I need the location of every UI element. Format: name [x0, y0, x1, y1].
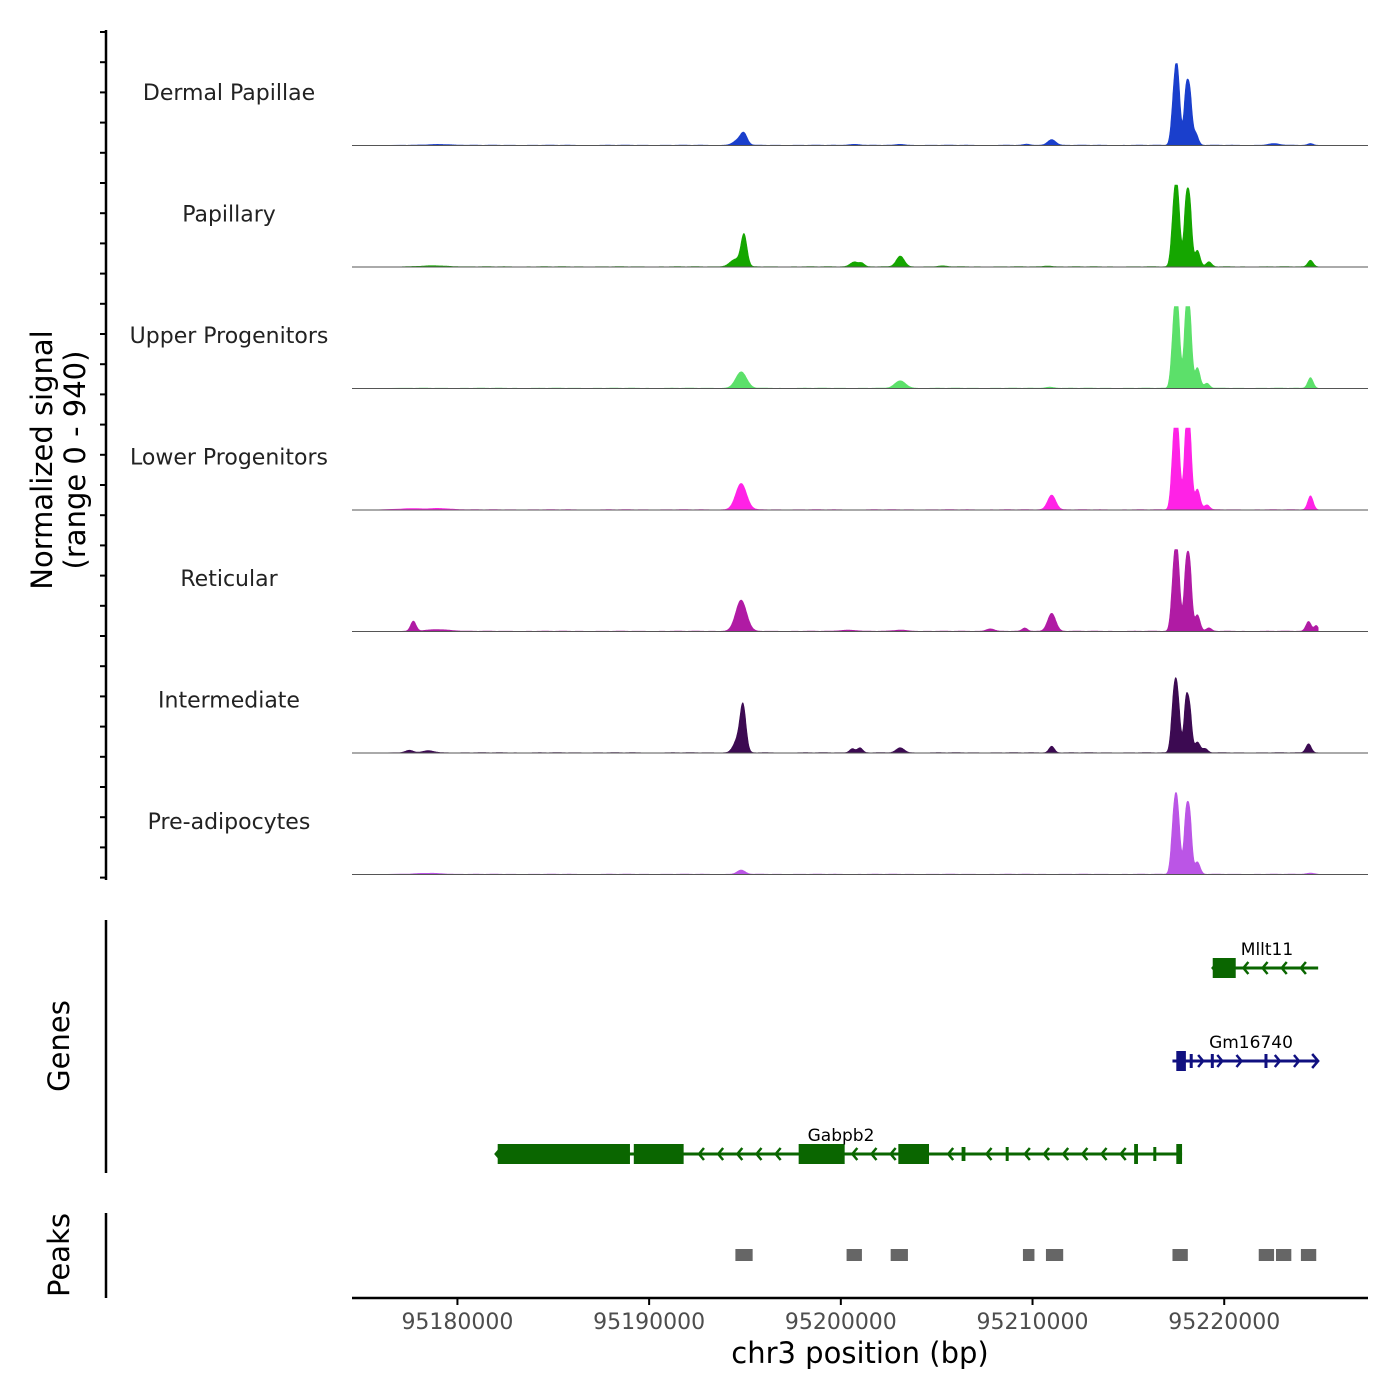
strand-chevron — [1042, 1147, 1050, 1161]
gene-exon — [1153, 1147, 1157, 1161]
peak-region — [1022, 1249, 1035, 1261]
y-axis-title-main: Normalized signal — [25, 330, 59, 589]
track-label: Pre-adipocytes — [148, 810, 311, 835]
x-axis-title: chr3 position (bp) — [731, 1336, 988, 1370]
gene-exon — [898, 1144, 930, 1164]
gene-exon — [497, 1144, 630, 1164]
gene-exon — [798, 1144, 845, 1164]
y-axis-title-range: (range 0 - 940) — [58, 351, 92, 570]
strand-chevron — [1023, 1147, 1031, 1161]
track-pre-adipocytes: Pre-adipocytes — [148, 792, 1368, 875]
track-label: Dermal Papillae — [143, 81, 315, 106]
gene-exon — [633, 1144, 684, 1164]
strand-chevron — [1099, 1147, 1108, 1161]
x-tick-label: 95190000 — [593, 1310, 705, 1335]
gene-exon — [1210, 1054, 1214, 1068]
gene-exon — [1005, 1147, 1009, 1161]
gene-mllt11: Mllt11 — [1211, 940, 1319, 978]
strand-chevron — [1080, 1147, 1089, 1161]
peak-region — [1300, 1249, 1317, 1261]
gene-exon — [1264, 1054, 1268, 1068]
coverage-area — [371, 549, 1319, 632]
peak-region — [846, 1249, 862, 1261]
x-tick-label: 95180000 — [401, 1310, 513, 1335]
peak-region — [1172, 1249, 1188, 1261]
track-label: Upper Progenitors — [130, 324, 329, 349]
coverage-area — [371, 427, 1319, 511]
strand-chevron — [1273, 1054, 1282, 1068]
gene-gabpb2: Gabpb2 — [494, 1126, 1183, 1164]
track-reticular: Reticular — [180, 549, 1368, 632]
gene-exon — [1176, 1051, 1186, 1071]
y-axis-title: Normalized signal (range 0 - 940) — [25, 330, 92, 589]
strand-arrowhead — [1311, 1053, 1320, 1069]
coverage-area — [371, 792, 1319, 875]
strand-chevron — [697, 1147, 705, 1161]
strand-chevron — [889, 1147, 897, 1161]
strand-chevron — [1061, 1147, 1070, 1161]
x-tick-label: 95200000 — [785, 1310, 897, 1335]
track-lower-progenitors: Lower Progenitors — [130, 427, 1368, 511]
coverage-area — [371, 306, 1319, 389]
track-label: Lower Progenitors — [130, 446, 328, 471]
peaks-panel-title: Peaks — [42, 1213, 76, 1297]
track-label: Intermediate — [158, 689, 300, 714]
gene-label: Mllt11 — [1241, 940, 1293, 960]
strand-chevron — [1293, 1054, 1301, 1068]
strand-chevron — [774, 1147, 782, 1161]
gene-exon — [1189, 1054, 1193, 1068]
strand-chevron — [1280, 961, 1288, 975]
strand-chevron — [1260, 961, 1269, 975]
track-papillary: Papillary — [182, 184, 1368, 268]
strand-chevron — [984, 1147, 993, 1161]
track-label: Reticular — [180, 567, 278, 592]
peak-region — [1275, 1249, 1292, 1261]
coverage-area — [371, 677, 1319, 754]
strand-chevron — [1235, 1054, 1244, 1068]
strand-chevron — [946, 1147, 955, 1161]
gene-gm16740: Gm16740 — [1172, 1033, 1320, 1071]
axes: 95180000 95190000 95200000 95210000 95220000 — [100, 30, 1368, 1335]
strand-chevron — [850, 1147, 859, 1161]
track-intermediate: Intermediate — [158, 677, 1368, 754]
strand-chevron — [1216, 1054, 1224, 1068]
gene-exon — [1176, 1144, 1183, 1164]
coverage-tracks: Dermal Papillae Papillary Upper Progenitor… — [130, 63, 1368, 875]
coverage-area — [371, 184, 1319, 268]
peak-region — [890, 1249, 908, 1261]
strand-chevron — [716, 1147, 725, 1161]
strand-chevron — [1197, 1054, 1205, 1068]
strand-chevron — [1299, 961, 1307, 975]
x-tick-label: 95220000 — [1168, 1310, 1280, 1335]
strand-chevron — [1119, 1147, 1127, 1161]
peak-regions — [735, 1249, 1317, 1261]
x-tick-label: 95210000 — [977, 1310, 1089, 1335]
coverage-area — [371, 63, 1319, 146]
track-label: Papillary — [182, 203, 276, 228]
strand-chevron — [735, 1147, 744, 1161]
track-dermal-papillae: Dermal Papillae — [143, 63, 1368, 146]
strand-chevron — [869, 1147, 878, 1161]
strand-chevron — [1241, 961, 1250, 975]
track-upper-progenitors: Upper Progenitors — [130, 306, 1368, 389]
gene-exon — [1134, 1144, 1138, 1164]
gene-label: Gabpb2 — [808, 1126, 875, 1146]
gene-exon — [1212, 958, 1236, 978]
gene-exon — [961, 1147, 966, 1161]
peak-region — [735, 1249, 753, 1261]
strand-chevron — [754, 1147, 763, 1161]
genes-panel-title: Genes — [42, 1000, 76, 1092]
peak-region — [1045, 1249, 1064, 1261]
peak-region — [1258, 1249, 1275, 1261]
gene-label: Gm16740 — [1209, 1033, 1293, 1053]
gene-annotations: Mllt11 Gm16740 Gabpb2 — [494, 940, 1320, 1164]
